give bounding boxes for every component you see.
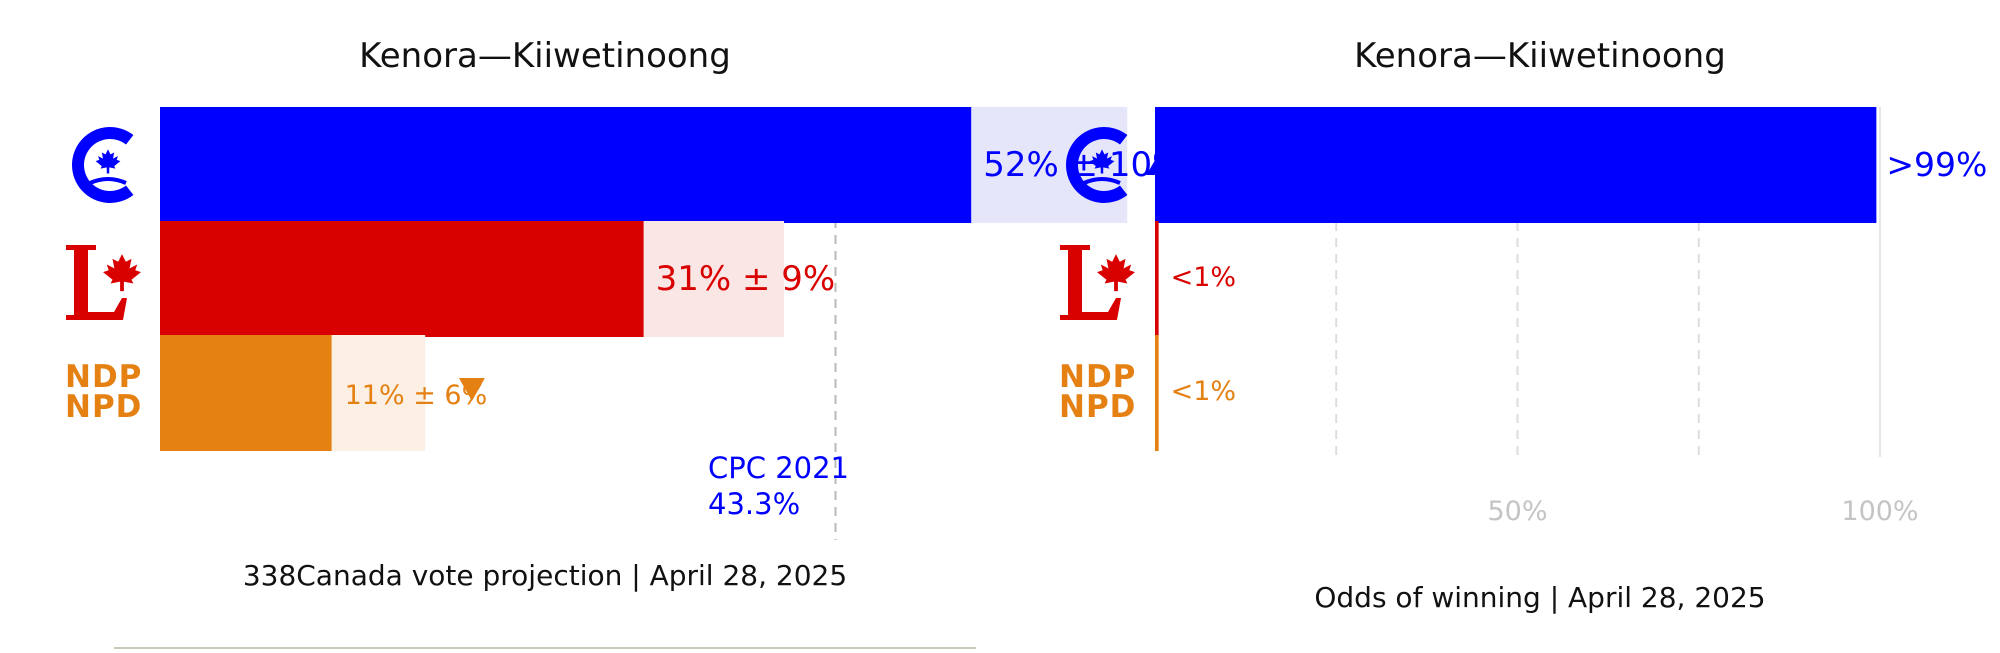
odds-label-cpc: >99% (1886, 145, 1987, 184)
vote-label-cpc: 52% ± 10% (983, 145, 1184, 185)
chart1-caption: 338Canada vote projection | April 28, 20… (243, 559, 847, 592)
odds-label-lpc: <1% (1171, 262, 1236, 293)
ndp-logo-line1: NDP (1059, 359, 1136, 395)
lpc-logo-icon-chart1 (66, 245, 142, 320)
x-tick-label-50: 50% (1487, 496, 1547, 527)
ndp-logo-line2: NPD (65, 389, 142, 425)
lpc-leaf-shape (103, 254, 142, 292)
lpc-logo-icon-chart2 (1060, 245, 1135, 320)
lpc-l-shape (1060, 245, 1121, 320)
reference-label-value: 43.3% (708, 487, 800, 521)
cpc-swoosh-shape (1083, 177, 1121, 185)
chart2-title: Kenora—Kiiwetinoong (1354, 36, 1726, 76)
vote-bar-lpc (160, 221, 644, 337)
chart2-caption: Odds of winning | April 28, 2025 (1314, 581, 1765, 614)
vote-bar-ndp (160, 335, 332, 451)
cpc-c-shape (1066, 126, 1128, 204)
odds-bar-ndp (1155, 335, 1159, 451)
cpc-logo-icon-chart1 (71, 126, 134, 204)
odds-bar-cpc (1155, 107, 1877, 223)
vote-bar-cpc (160, 107, 972, 223)
trend-down-icon (458, 378, 485, 401)
x-tick-label-100: 100% (1841, 496, 1918, 527)
cpc-swoosh-shape (89, 177, 127, 185)
lpc-l-shape (66, 245, 127, 320)
lpc-leaf-shape (1096, 254, 1135, 292)
cpc-leaf-shape (95, 149, 121, 174)
cpc-logo-icon-chart2 (1066, 126, 1128, 204)
cpc-c-shape (71, 126, 134, 204)
odds-label-ndp: <1% (1171, 376, 1236, 407)
chart1-title: Kenora—Kiiwetinoong (359, 36, 731, 76)
odds-bar-lpc (1155, 221, 1159, 337)
reference-label-line1: CPC 2021 (708, 451, 849, 485)
cpc-leaf-shape (1089, 149, 1115, 174)
ndp-logo-line1: NDP (65, 359, 142, 395)
ndp-logo-line2: NPD (1059, 389, 1136, 425)
vote-label-lpc: 31% ± 9% (656, 259, 836, 299)
